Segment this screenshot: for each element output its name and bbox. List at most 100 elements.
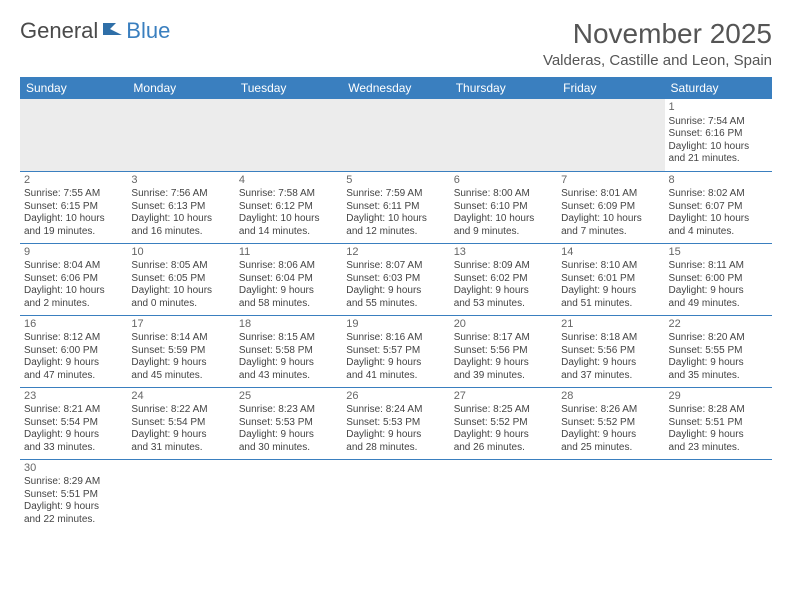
sunset-text: Sunset: 6:10 PM xyxy=(454,201,553,214)
calendar-cell: 14Sunrise: 8:10 AMSunset: 6:01 PMDayligh… xyxy=(557,243,664,315)
daylight-text: and 16 minutes. xyxy=(131,226,230,239)
day-number: 15 xyxy=(669,246,768,260)
daylight-text: Daylight: 9 hours xyxy=(346,429,445,442)
sunset-text: Sunset: 6:06 PM xyxy=(24,273,123,286)
sunrise-text: Sunrise: 8:26 AM xyxy=(561,404,660,417)
calendar-row: 1Sunrise: 7:54 AMSunset: 6:16 PMDaylight… xyxy=(20,99,772,171)
day-number: 24 xyxy=(131,390,230,404)
sunset-text: Sunset: 6:16 PM xyxy=(669,128,768,141)
header: General Blue November 2025 Valderas, Cas… xyxy=(20,18,772,69)
daylight-text: and 49 minutes. xyxy=(669,298,768,311)
sunset-text: Sunset: 5:53 PM xyxy=(346,417,445,430)
daylight-text: and 21 minutes. xyxy=(669,153,768,166)
sunrise-text: Sunrise: 7:55 AM xyxy=(24,188,123,201)
calendar-cell: 22Sunrise: 8:20 AMSunset: 5:55 PMDayligh… xyxy=(665,315,772,387)
calendar-row: 16Sunrise: 8:12 AMSunset: 6:00 PMDayligh… xyxy=(20,315,772,387)
sunset-text: Sunset: 6:03 PM xyxy=(346,273,445,286)
daylight-text: and 4 minutes. xyxy=(669,226,768,239)
day-number: 27 xyxy=(454,390,553,404)
daylight-text: Daylight: 10 hours xyxy=(131,213,230,226)
daylight-text: Daylight: 9 hours xyxy=(454,429,553,442)
weekday-header: Monday xyxy=(127,77,234,99)
daylight-text: Daylight: 9 hours xyxy=(24,501,123,514)
calendar-cell: 19Sunrise: 8:16 AMSunset: 5:57 PMDayligh… xyxy=(342,315,449,387)
calendar-cell xyxy=(557,99,664,171)
sunset-text: Sunset: 5:53 PM xyxy=(239,417,338,430)
daylight-text: Daylight: 10 hours xyxy=(454,213,553,226)
sunset-text: Sunset: 5:59 PM xyxy=(131,345,230,358)
sunrise-text: Sunrise: 8:25 AM xyxy=(454,404,553,417)
daylight-text: and 0 minutes. xyxy=(131,298,230,311)
calendar-cell: 29Sunrise: 8:28 AMSunset: 5:51 PMDayligh… xyxy=(665,387,772,459)
calendar-cell xyxy=(127,99,234,171)
daylight-text: Daylight: 9 hours xyxy=(454,285,553,298)
day-number: 13 xyxy=(454,246,553,260)
sunrise-text: Sunrise: 8:11 AM xyxy=(669,260,768,273)
calendar-cell xyxy=(127,459,234,531)
daylight-text: Daylight: 10 hours xyxy=(24,213,123,226)
day-number: 28 xyxy=(561,390,660,404)
weekday-header: Wednesday xyxy=(342,77,449,99)
calendar-cell: 25Sunrise: 8:23 AMSunset: 5:53 PMDayligh… xyxy=(235,387,342,459)
daylight-text: and 33 minutes. xyxy=(24,442,123,455)
calendar-cell: 4Sunrise: 7:58 AMSunset: 6:12 PMDaylight… xyxy=(235,171,342,243)
calendar-cell: 28Sunrise: 8:26 AMSunset: 5:52 PMDayligh… xyxy=(557,387,664,459)
calendar-row: 23Sunrise: 8:21 AMSunset: 5:54 PMDayligh… xyxy=(20,387,772,459)
day-number: 3 xyxy=(131,174,230,188)
daylight-text: Daylight: 9 hours xyxy=(669,357,768,370)
calendar-cell: 15Sunrise: 8:11 AMSunset: 6:00 PMDayligh… xyxy=(665,243,772,315)
daylight-text: and 41 minutes. xyxy=(346,370,445,383)
daylight-text: Daylight: 10 hours xyxy=(24,285,123,298)
daylight-text: and 25 minutes. xyxy=(561,442,660,455)
calendar-cell xyxy=(665,459,772,531)
calendar-cell: 21Sunrise: 8:18 AMSunset: 5:56 PMDayligh… xyxy=(557,315,664,387)
day-number: 11 xyxy=(239,246,338,260)
calendar-cell: 20Sunrise: 8:17 AMSunset: 5:56 PMDayligh… xyxy=(450,315,557,387)
day-number: 12 xyxy=(346,246,445,260)
sunset-text: Sunset: 6:15 PM xyxy=(24,201,123,214)
day-number: 25 xyxy=(239,390,338,404)
calendar-cell: 8Sunrise: 8:02 AMSunset: 6:07 PMDaylight… xyxy=(665,171,772,243)
day-number: 19 xyxy=(346,318,445,332)
daylight-text: and 53 minutes. xyxy=(454,298,553,311)
day-number: 16 xyxy=(24,318,123,332)
sunrise-text: Sunrise: 8:15 AM xyxy=(239,332,338,345)
sunset-text: Sunset: 5:52 PM xyxy=(561,417,660,430)
calendar-cell xyxy=(342,99,449,171)
day-number: 17 xyxy=(131,318,230,332)
day-number: 9 xyxy=(24,246,123,260)
daylight-text: Daylight: 9 hours xyxy=(131,357,230,370)
sunrise-text: Sunrise: 7:54 AM xyxy=(669,116,768,129)
sunrise-text: Sunrise: 8:04 AM xyxy=(24,260,123,273)
daylight-text: Daylight: 10 hours xyxy=(131,285,230,298)
logo-text-blue: Blue xyxy=(126,18,170,44)
sunset-text: Sunset: 5:55 PM xyxy=(669,345,768,358)
daylight-text: and 2 minutes. xyxy=(24,298,123,311)
daylight-text: and 22 minutes. xyxy=(24,514,123,527)
daylight-text: Daylight: 9 hours xyxy=(561,429,660,442)
day-number: 8 xyxy=(669,174,768,188)
daylight-text: and 37 minutes. xyxy=(561,370,660,383)
day-number: 21 xyxy=(561,318,660,332)
sunset-text: Sunset: 5:51 PM xyxy=(669,417,768,430)
sunset-text: Sunset: 6:01 PM xyxy=(561,273,660,286)
day-number: 22 xyxy=(669,318,768,332)
weekday-header: Tuesday xyxy=(235,77,342,99)
day-number: 5 xyxy=(346,174,445,188)
sunrise-text: Sunrise: 8:23 AM xyxy=(239,404,338,417)
daylight-text: and 51 minutes. xyxy=(561,298,660,311)
sunset-text: Sunset: 6:04 PM xyxy=(239,273,338,286)
daylight-text: Daylight: 9 hours xyxy=(669,285,768,298)
calendar-cell: 2Sunrise: 7:55 AMSunset: 6:15 PMDaylight… xyxy=(20,171,127,243)
sunrise-text: Sunrise: 8:18 AM xyxy=(561,332,660,345)
daylight-text: and 39 minutes. xyxy=(454,370,553,383)
sunset-text: Sunset: 6:09 PM xyxy=(561,201,660,214)
sunset-text: Sunset: 5:56 PM xyxy=(561,345,660,358)
sunset-text: Sunset: 6:00 PM xyxy=(669,273,768,286)
daylight-text: Daylight: 10 hours xyxy=(669,213,768,226)
sunset-text: Sunset: 5:51 PM xyxy=(24,489,123,502)
calendar-cell: 12Sunrise: 8:07 AMSunset: 6:03 PMDayligh… xyxy=(342,243,449,315)
sunrise-text: Sunrise: 8:24 AM xyxy=(346,404,445,417)
daylight-text: and 31 minutes. xyxy=(131,442,230,455)
logo-text-general: General xyxy=(20,18,98,44)
